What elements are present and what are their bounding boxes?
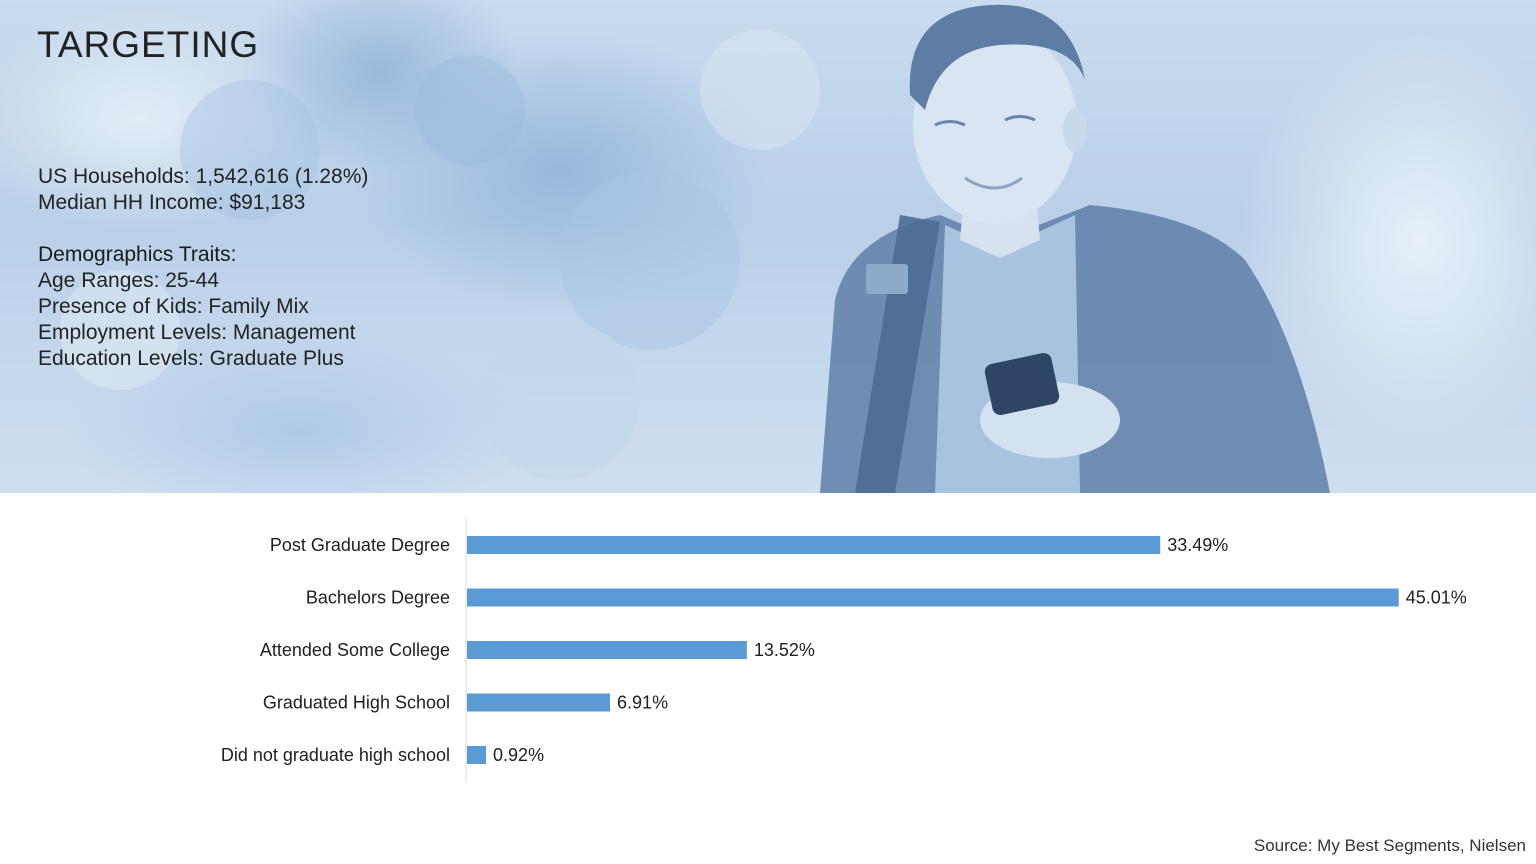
category-label: Did not graduate high school [221, 745, 450, 765]
data-label: 0.92% [493, 745, 544, 765]
category-label: Post Graduate Degree [270, 535, 450, 555]
households-stat: US Households: 1,542,616 (1.28%) [38, 165, 369, 188]
kids-trait: Presence of Kids: Family Mix [38, 295, 309, 318]
hero-banner: TARGETING US Households: 1,542,616 (1.28… [0, 0, 1536, 493]
data-label: 33.49% [1167, 535, 1228, 555]
education-trait: Education Levels: Graduate Plus [38, 347, 344, 370]
age-trait: Age Ranges: 25-44 [38, 269, 219, 292]
segment-traits: US Households: 1,542,616 (1.28%) Median … [38, 164, 368, 372]
hero-photo-man-with-phone [60, 4, 1330, 493]
data-label: 45.01% [1406, 588, 1467, 608]
category-label: Attended Some College [260, 640, 450, 660]
bar [467, 693, 611, 712]
income-stat: Median HH Income: $91,183 [38, 191, 306, 214]
education-bar-chart: Post Graduate Degree 33.49% Bachelors Degr… [221, 517, 1467, 783]
page-title: TARGETING [37, 24, 260, 65]
bar [467, 641, 747, 659]
category-label: Graduated High School [263, 693, 450, 713]
category-label: Bachelors Degree [306, 588, 450, 608]
bar [467, 588, 1399, 607]
employment-trait: Employment Levels: Management [38, 321, 356, 344]
source-note: Source: My Best Segments, Nielsen [1253, 836, 1526, 855]
spacer [38, 216, 368, 242]
data-label: 13.52% [754, 640, 815, 660]
bar [467, 536, 1161, 554]
bar [467, 746, 487, 764]
traits-heading: Demographics Traits: [38, 243, 237, 266]
data-label: 6.91% [617, 693, 668, 713]
